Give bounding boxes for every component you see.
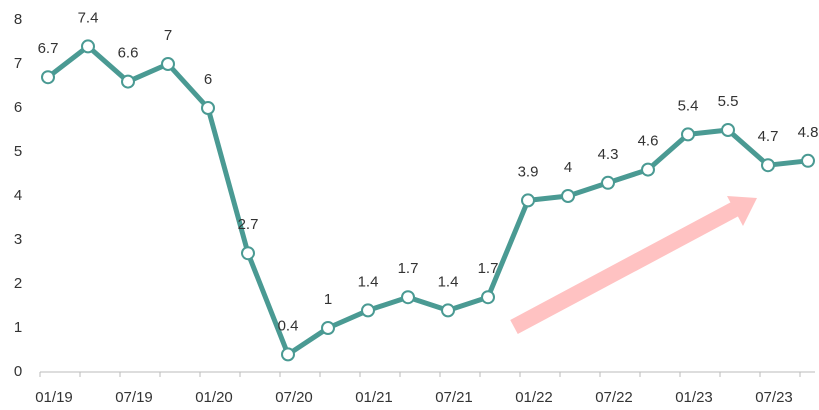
data-label: 4.8 [798, 124, 819, 141]
data-label: 1.7 [478, 260, 499, 277]
data-point [801, 153, 815, 168]
y-tick-label: 1 [14, 319, 22, 336]
data-label: 0.4 [278, 317, 299, 334]
data-point [561, 189, 575, 203]
data-point [81, 39, 95, 54]
data-point [481, 290, 495, 305]
y-tick-label: 5 [14, 143, 22, 160]
data-point [201, 101, 215, 115]
arrow-head [727, 196, 757, 226]
x-tick-label: 01/20 [195, 389, 233, 406]
x-tick-label: 07/23 [755, 389, 793, 406]
data-label: 4.7 [758, 128, 779, 145]
data-label: 1.4 [438, 273, 459, 290]
data-label: 4.6 [638, 133, 659, 150]
data-point [281, 347, 295, 362]
data-label: 4.3 [598, 146, 619, 163]
y-tick-label: 8 [14, 11, 22, 28]
data-label: 7 [164, 27, 172, 44]
data-label: 4 [564, 159, 572, 176]
data-point [601, 175, 615, 190]
x-tick-label: 01/22 [515, 389, 553, 406]
data-label: 1 [324, 291, 332, 308]
x-tick-label: 01/21 [355, 389, 393, 406]
series-line [46, 43, 809, 357]
arrow-shaft [510, 201, 739, 335]
data-point [761, 158, 775, 173]
data-label: 5.5 [718, 93, 739, 110]
x-tick-label: 01/19 [35, 389, 73, 406]
x-tick-label: 07/21 [435, 389, 473, 406]
data-point [161, 57, 175, 71]
data-label: 2.7 [238, 216, 259, 233]
data-label: 1.4 [358, 273, 379, 290]
trend-arrow [510, 196, 757, 335]
data-point [721, 123, 735, 137]
y-tick-label: 4 [14, 187, 22, 204]
data-point [41, 70, 55, 85]
data-point [681, 127, 695, 142]
data-label: 5.4 [678, 97, 699, 114]
y-tick-label: 2 [14, 275, 22, 292]
x-tick-label: 01/23 [675, 389, 713, 406]
x-tick-label: 07/19 [115, 389, 153, 406]
data-label: 1.7 [398, 260, 419, 277]
data-label: 6.7 [38, 40, 59, 57]
y-tick-label: 3 [14, 231, 22, 248]
data-point [121, 74, 135, 89]
y-tick-label: 6 [14, 99, 22, 116]
data-point [441, 303, 455, 318]
y-tick-label: 0 [14, 363, 22, 380]
data-label: 3.9 [518, 163, 539, 180]
data-point [521, 193, 535, 208]
x-tick-label: 07/22 [595, 389, 633, 406]
data-point [361, 303, 375, 318]
data-point [641, 162, 655, 177]
y-tick-label: 7 [14, 55, 22, 72]
data-point [321, 321, 335, 335]
data-label: 7.4 [78, 9, 99, 26]
x-tick-label: 07/20 [275, 389, 313, 406]
data-point [241, 246, 255, 261]
data-label: 6.6 [118, 45, 139, 62]
data-label: 6 [204, 71, 212, 88]
data-point [401, 290, 415, 305]
